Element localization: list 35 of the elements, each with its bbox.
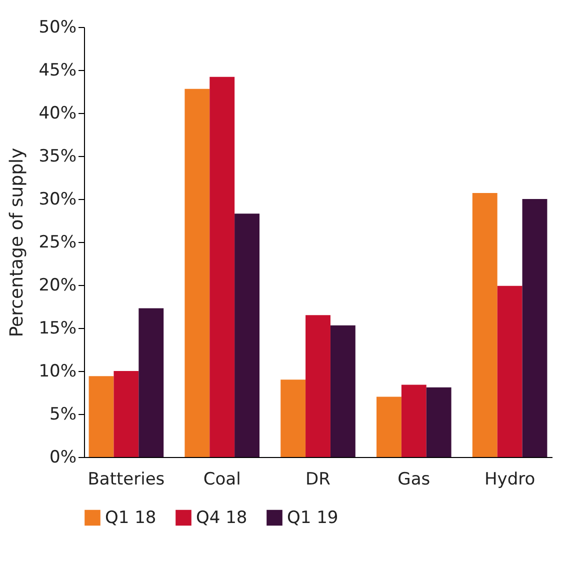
bar: [497, 286, 522, 457]
bar: [472, 192, 498, 457]
y-tick-label: 10%: [38, 362, 76, 382]
x-tick-label: Coal: [203, 470, 241, 490]
bar: [401, 384, 426, 457]
y-tick-label: 35%: [38, 146, 76, 166]
bar: [376, 396, 402, 457]
y-tick-label: 5%: [50, 404, 76, 424]
y-tick-label: 25%: [38, 232, 76, 252]
x-tick-label: DR: [306, 470, 331, 490]
y-tick-label: 50%: [38, 18, 76, 38]
bar: [88, 376, 114, 457]
bar: [426, 387, 452, 457]
bar: [522, 199, 548, 457]
bar: [138, 308, 164, 457]
x-tick-label: Hydro: [484, 470, 536, 490]
bar: [234, 214, 260, 457]
x-tick-label: Gas: [398, 470, 430, 490]
y-tick-label: 20%: [38, 276, 76, 296]
bar: [280, 380, 306, 457]
bar: [184, 88, 210, 457]
legend-label: Q1 18: [105, 508, 156, 528]
x-tick-label: Batteries: [88, 470, 165, 490]
bar: [210, 76, 235, 457]
legend-label: Q4 18: [196, 508, 248, 528]
bar: [306, 315, 330, 457]
bar: [114, 371, 139, 457]
y-tick-label: 15%: [38, 318, 76, 338]
y-tick-label: 45%: [38, 60, 76, 80]
bar: [330, 325, 356, 457]
y-axis-title: Percentage of supply: [6, 147, 28, 338]
y-tick-label: 0%: [50, 448, 76, 468]
y-tick-label: 30%: [38, 190, 76, 210]
y-tick-label: 40%: [38, 104, 76, 124]
legend-label: Q1 19: [287, 508, 338, 528]
